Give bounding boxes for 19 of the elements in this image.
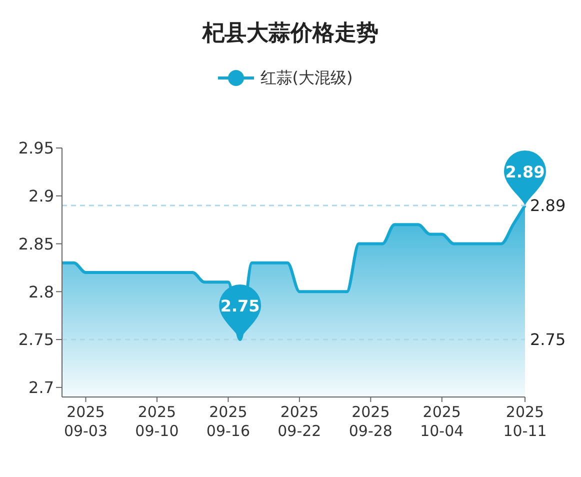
y-tick-label: 2.75 [18,330,54,350]
annotation: 2.89 [505,162,545,182]
ref-line-label: 2.75 [530,330,566,350]
x-tick-label: 2025 09-28 [348,403,392,440]
y-tick-label: 2.7 [28,378,54,398]
ref-line-label: 2.89 [530,196,566,216]
x-tick-label: 2025 09-03 [64,403,108,440]
x-tick-label: 2025 09-22 [278,403,322,440]
x-tick-label: 2025 10-11 [503,403,547,440]
legend-label: 红蒜(大混级) [260,68,353,88]
y-tick-label: 2.8 [28,282,54,302]
annotation: 2.75 [220,296,260,316]
x-tick-label: 2025 09-16 [206,403,250,440]
y-tick-label: 2.85 [18,234,54,254]
chart-title: 杞县大蒜价格走势 [200,20,380,48]
x-tick-label: 2025 09-10 [135,403,179,440]
y-tick-label: 2.9 [28,186,54,206]
x-tick-label: 2025 10-04 [420,403,464,440]
y-tick-label: 2.95 [18,138,54,158]
